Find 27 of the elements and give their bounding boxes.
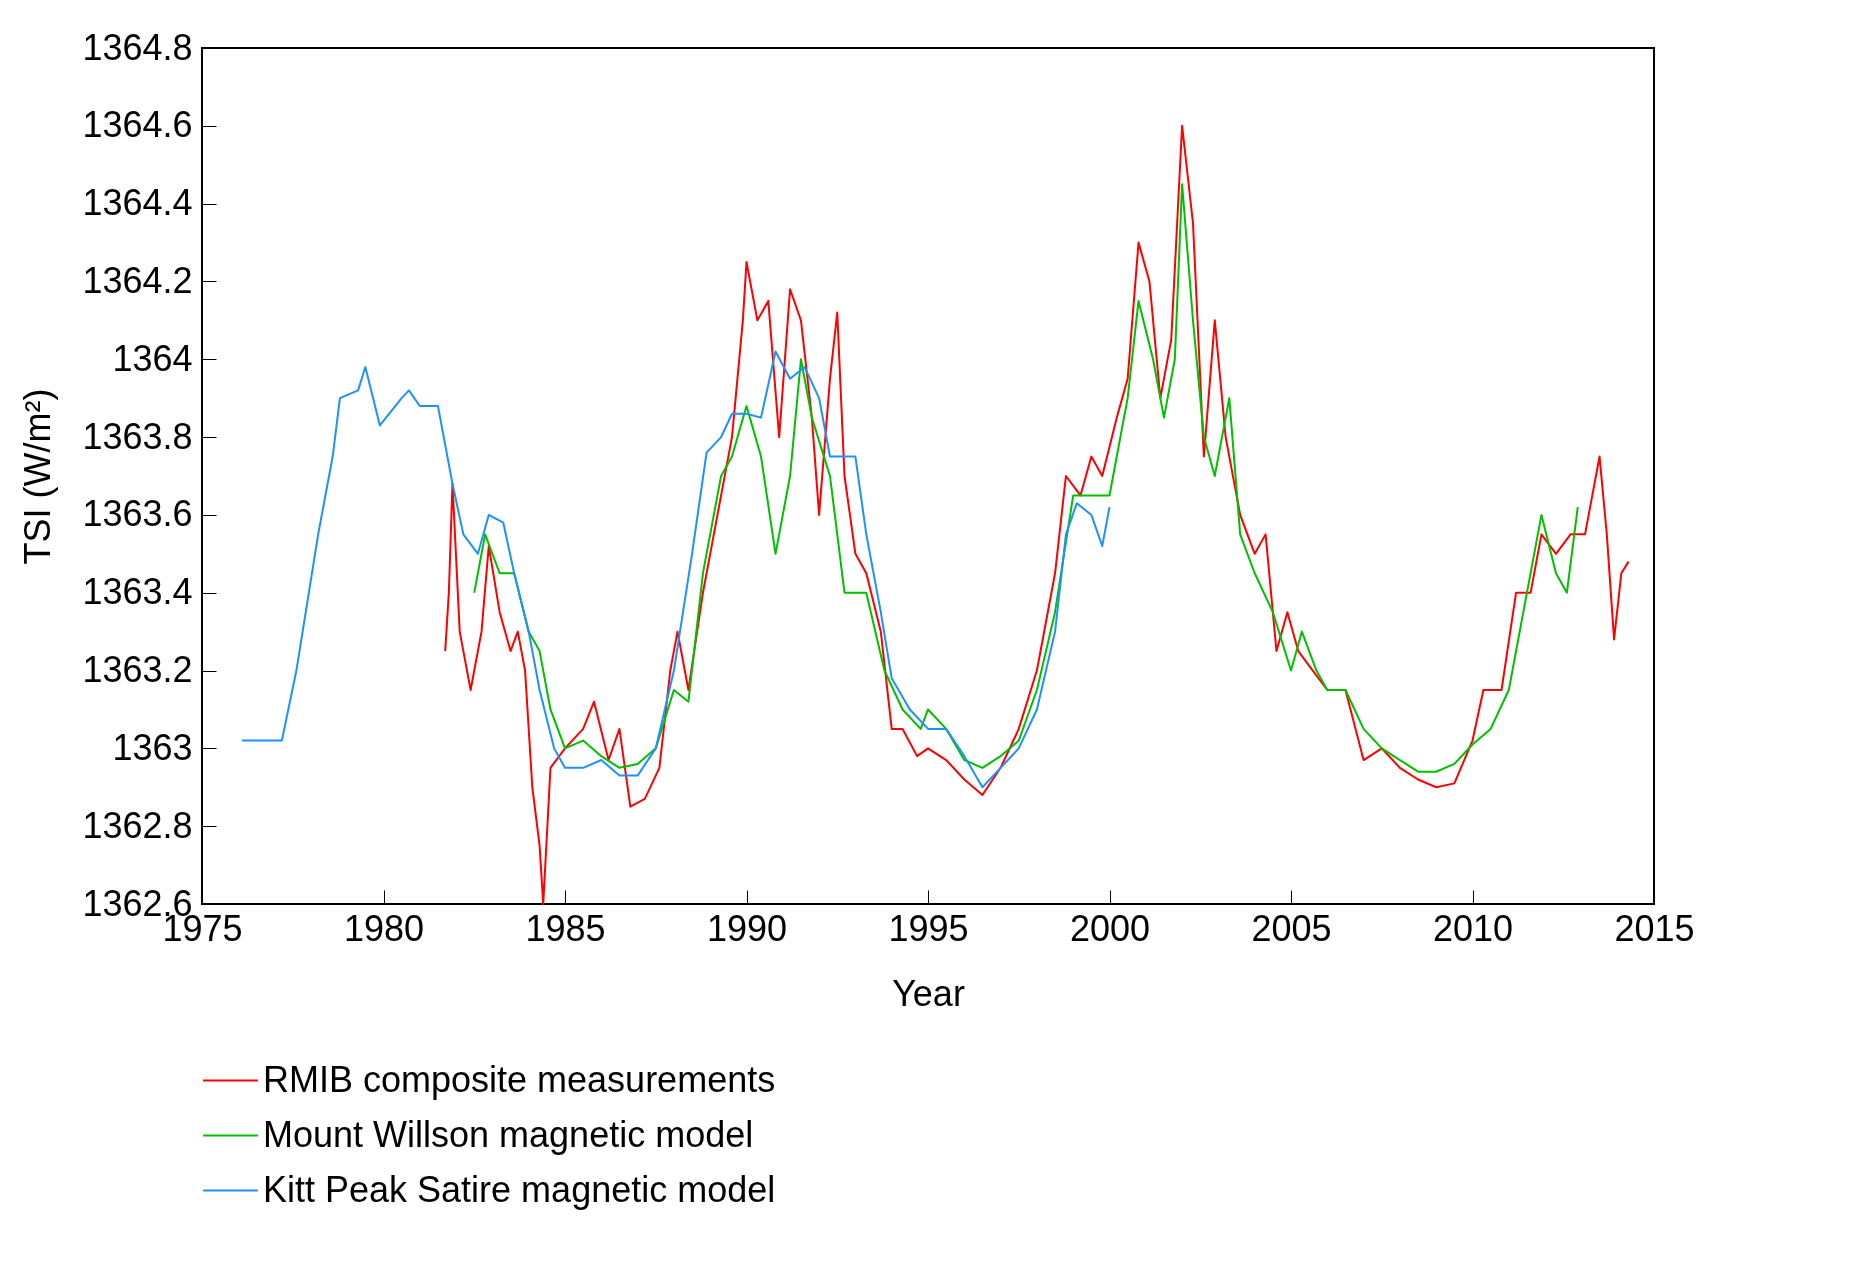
line-series <box>444 124 1630 905</box>
x-tick-label: 2000 <box>1069 907 1151 949</box>
y-tick-label: 1364 <box>112 337 193 379</box>
line-series <box>240 350 1111 789</box>
x-tick-label: 2005 <box>1251 907 1332 949</box>
y-tick-label: 1364.8 <box>82 26 193 68</box>
x-tick-label: 2010 <box>1432 907 1514 949</box>
y-axis-title: TSI (W/m²) <box>17 388 59 565</box>
x-tick-label: 1985 <box>525 907 606 949</box>
y-tick-label: 1363.2 <box>82 649 193 691</box>
x-tick-label: 1980 <box>343 907 425 949</box>
y-tick-label: 1363.4 <box>82 571 193 613</box>
y-tick-label: 1364.6 <box>82 104 193 146</box>
x-axis-title: Year <box>892 972 965 1014</box>
y-tick-label: 1364.4 <box>82 182 193 224</box>
y-tick-label: 1363.6 <box>82 493 193 535</box>
y-tick-label: 1363 <box>112 726 193 768</box>
line-series <box>473 183 1579 773</box>
x-tick-label: 2015 <box>1614 907 1695 949</box>
x-tick-label: 1995 <box>888 907 969 949</box>
legend-label: RMIB composite measurements <box>263 1058 776 1100</box>
y-tick-label: 1362.8 <box>82 804 193 846</box>
x-tick-label: 1990 <box>706 907 788 949</box>
y-tick-label: 1364.2 <box>82 259 193 301</box>
y-tick-label: 1363.8 <box>82 415 193 457</box>
legend-label: Kitt Peak Satire magnetic model <box>263 1168 776 1210</box>
legend-label: Mount Willson magnetic model <box>263 1113 754 1155</box>
